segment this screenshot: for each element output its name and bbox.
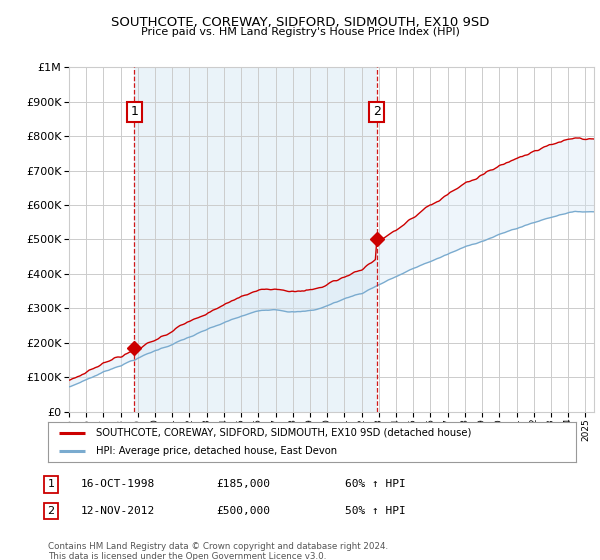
Text: 12-NOV-2012: 12-NOV-2012 (81, 506, 155, 516)
Bar (134, 67, 377, 412)
Text: SOUTHCOTE, COREWAY, SIDFORD, SIDMOUTH, EX10 9SD: SOUTHCOTE, COREWAY, SIDFORD, SIDMOUTH, E… (111, 16, 489, 29)
Text: 1: 1 (47, 479, 55, 489)
Text: Price paid vs. HM Land Registry's House Price Index (HPI): Price paid vs. HM Land Registry's House … (140, 27, 460, 38)
Text: 16-OCT-1998: 16-OCT-1998 (81, 479, 155, 489)
Text: 60% ↑ HPI: 60% ↑ HPI (345, 479, 406, 489)
Text: 1: 1 (130, 105, 138, 119)
Text: Contains HM Land Registry data © Crown copyright and database right 2024.
This d: Contains HM Land Registry data © Crown c… (48, 542, 388, 560)
Text: £185,000: £185,000 (216, 479, 270, 489)
Text: 50% ↑ HPI: 50% ↑ HPI (345, 506, 406, 516)
Text: SOUTHCOTE, COREWAY, SIDFORD, SIDMOUTH, EX10 9SD (detached house): SOUTHCOTE, COREWAY, SIDFORD, SIDMOUTH, E… (95, 428, 471, 437)
Text: HPI: Average price, detached house, East Devon: HPI: Average price, detached house, East… (95, 446, 337, 456)
Text: 2: 2 (373, 105, 380, 119)
Text: 2: 2 (47, 506, 55, 516)
Text: £500,000: £500,000 (216, 506, 270, 516)
